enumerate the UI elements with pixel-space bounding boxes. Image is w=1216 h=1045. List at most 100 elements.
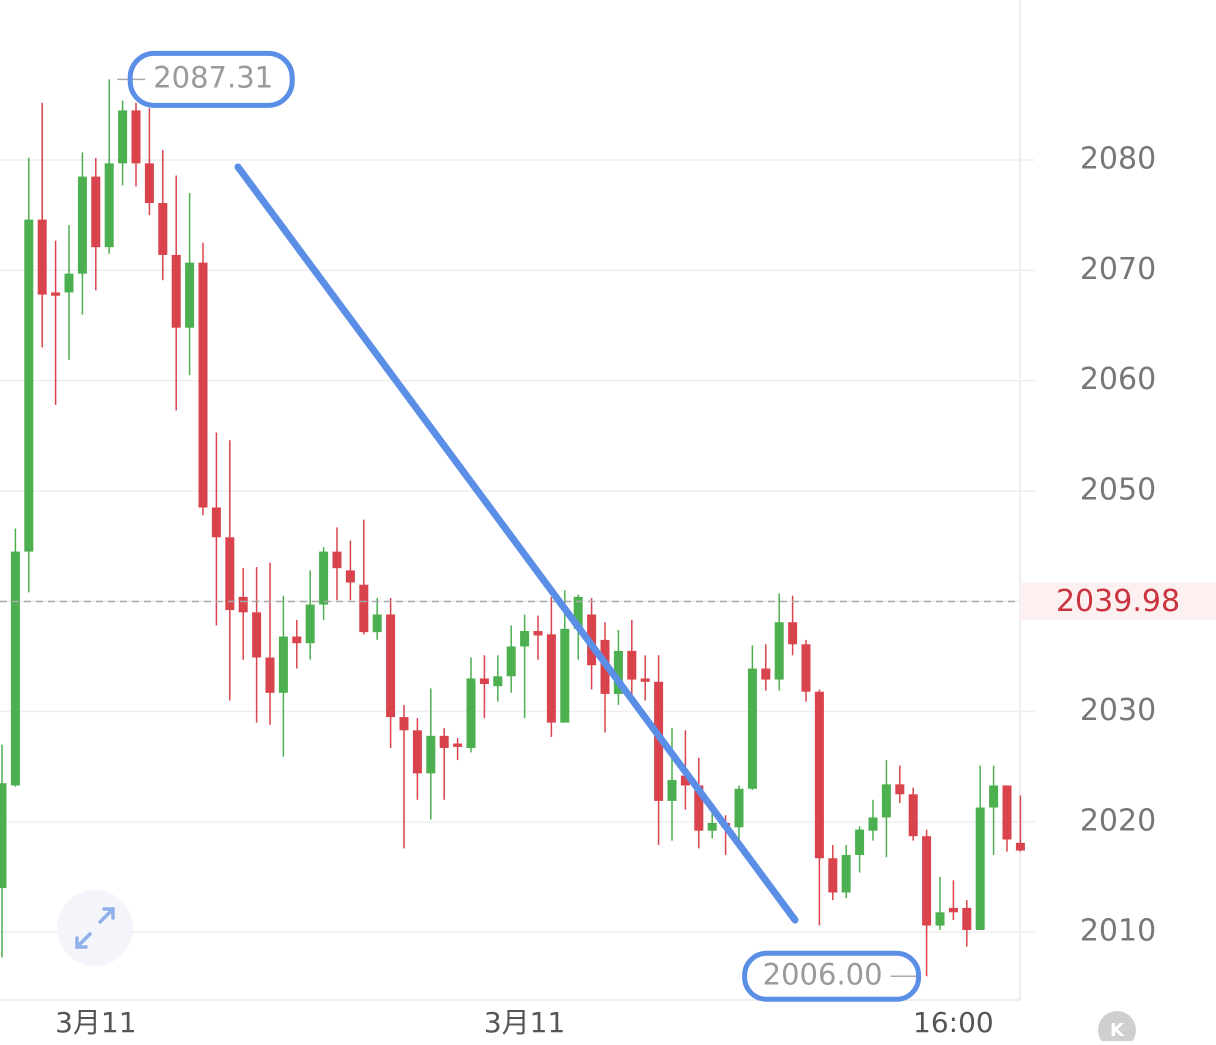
candle-body xyxy=(520,631,530,647)
y-tick-label: 2010 xyxy=(1080,914,1156,949)
candle-body xyxy=(91,176,101,248)
k-button-label[interactable]: K xyxy=(1110,1020,1125,1041)
candle-body xyxy=(77,176,87,274)
candle-body xyxy=(975,807,985,930)
y-tick-label: 2070 xyxy=(1080,252,1156,287)
y-tick-label: 2020 xyxy=(1080,803,1156,838)
candle-body xyxy=(265,657,275,693)
candle-body xyxy=(10,551,20,786)
candle-body xyxy=(332,551,342,569)
candle-body xyxy=(694,785,704,831)
candle-body xyxy=(37,219,47,295)
candle-body xyxy=(51,292,61,296)
candle-body xyxy=(868,817,878,831)
candle-body xyxy=(774,622,784,680)
candle-body xyxy=(734,788,744,828)
y-tick-label: 2080 xyxy=(1080,142,1156,177)
x-tick-label: 3月11 xyxy=(484,1006,565,1039)
candle-body xyxy=(788,622,798,645)
candle-body xyxy=(198,262,208,508)
candle-body xyxy=(359,584,369,633)
max-label: 2087.31 xyxy=(153,60,273,94)
candle-body xyxy=(640,678,650,682)
candle-body xyxy=(118,110,128,164)
x-tick-label: 3月11 xyxy=(55,1006,136,1039)
candle-body xyxy=(908,794,918,837)
last-price-label: 2039.98 xyxy=(1056,584,1180,619)
last-price-bg xyxy=(1020,582,1216,621)
x-tick-label: 16:00 xyxy=(913,1006,994,1039)
candle-body xyxy=(922,836,932,926)
candle-body xyxy=(345,570,355,583)
candle-body xyxy=(305,604,315,644)
candle-body xyxy=(24,219,34,552)
grid: 201020202030204020502060207020803月113月11… xyxy=(0,142,1156,1039)
drawn-trend-line xyxy=(234,163,799,924)
candle-body xyxy=(573,596,583,629)
candle-body xyxy=(506,646,516,677)
candle-body xyxy=(841,854,851,893)
candle-body xyxy=(948,907,958,913)
candle-body xyxy=(144,163,154,204)
candle-body xyxy=(627,650,637,680)
candle-body xyxy=(761,668,771,680)
candle-body xyxy=(560,628,570,723)
candle-body xyxy=(439,735,449,748)
candle-body xyxy=(158,203,168,255)
highlight-circle xyxy=(127,50,295,108)
k-button[interactable]: K xyxy=(1098,1011,1136,1045)
candle-body xyxy=(372,614,382,633)
expand-button[interactable] xyxy=(57,890,133,966)
candle-body xyxy=(1015,842,1025,851)
y-tick-label: 2050 xyxy=(1080,472,1156,507)
candle-body xyxy=(881,784,891,818)
candle-body xyxy=(466,678,476,748)
candle-body xyxy=(895,784,905,795)
candle-body xyxy=(667,779,677,801)
candle-body xyxy=(399,717,409,731)
candle-body xyxy=(185,262,195,328)
candles xyxy=(0,79,1025,977)
y-tick-label: 2060 xyxy=(1080,362,1156,397)
candle-body xyxy=(412,730,422,774)
candle-body xyxy=(453,743,463,747)
candle-body xyxy=(989,785,999,808)
candle-body xyxy=(546,634,556,723)
candle-body xyxy=(680,775,690,786)
candle-body xyxy=(104,163,114,248)
candle-body xyxy=(814,691,824,859)
candle-body xyxy=(855,829,865,855)
candle-body xyxy=(1002,785,1012,840)
candle-body xyxy=(252,612,262,658)
candle-body xyxy=(0,783,7,889)
candle-body xyxy=(801,644,811,692)
candle-body xyxy=(493,676,503,687)
candle-body xyxy=(747,668,757,789)
candle-body xyxy=(225,537,235,611)
y-tick-label: 2030 xyxy=(1080,693,1156,728)
expand-icon[interactable] xyxy=(75,907,115,949)
k-button-bg[interactable] xyxy=(1098,1011,1136,1045)
candle-body xyxy=(64,273,74,293)
highlight-circle xyxy=(742,950,922,1002)
candle-body xyxy=(386,614,396,718)
candle-body xyxy=(292,636,302,644)
candle-body xyxy=(238,596,248,613)
candle-body xyxy=(426,735,436,774)
candle-body xyxy=(613,650,623,694)
candle-body xyxy=(533,631,543,636)
candle-body xyxy=(171,254,181,328)
candle-body xyxy=(211,507,221,538)
expand-button-bg[interactable] xyxy=(57,890,133,966)
candle-body xyxy=(479,678,489,684)
candle-body xyxy=(707,822,717,831)
candle-body xyxy=(828,858,838,893)
min-label: 2006.00 xyxy=(763,957,883,991)
overlay: 2039.98 2087.31 2006.00 xyxy=(0,50,1216,1002)
candle-body xyxy=(962,907,972,930)
candle-body xyxy=(278,636,288,693)
candle-body xyxy=(131,110,141,164)
candle-body xyxy=(935,912,945,926)
candle-body xyxy=(319,551,329,605)
